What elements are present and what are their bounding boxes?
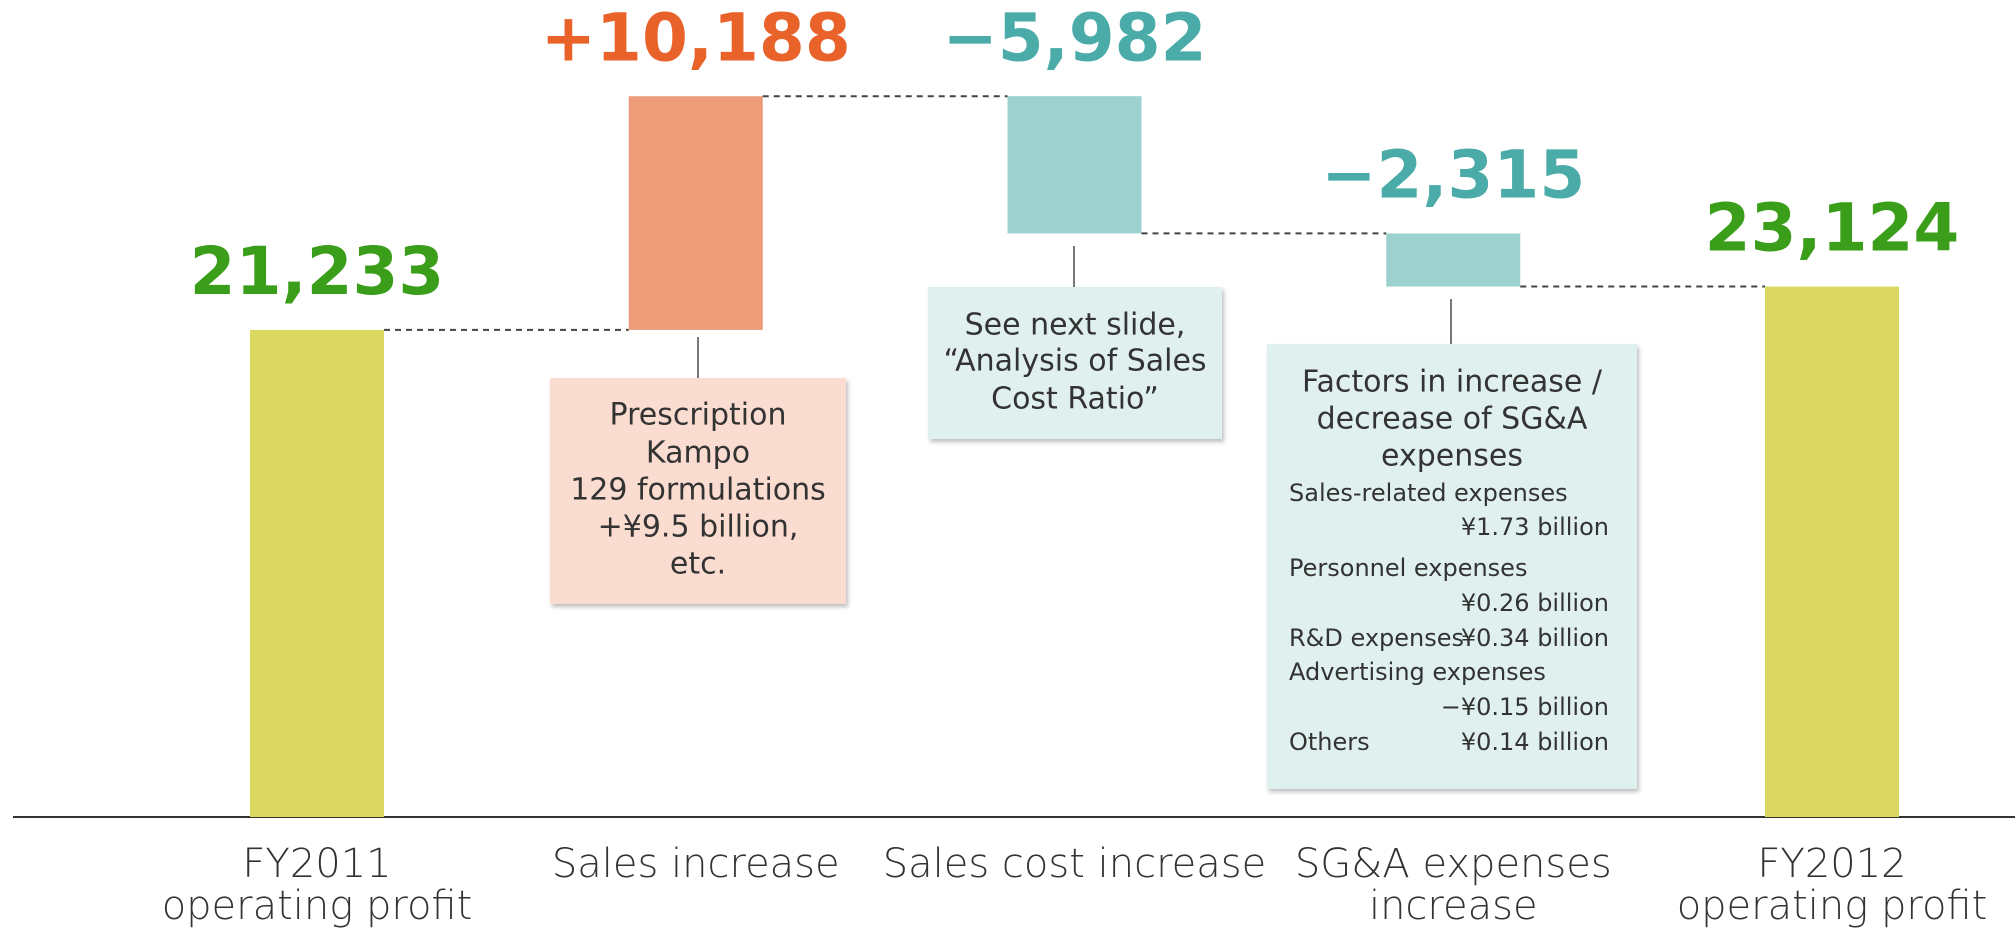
annotation-text: See next slide, xyxy=(965,308,1186,343)
annotation-box xyxy=(550,378,846,604)
x-tick-label: operating profit xyxy=(162,883,473,929)
change-bar xyxy=(1386,233,1521,287)
x-tick-label: FY2012 xyxy=(1757,841,1906,887)
value-label: 23,124 xyxy=(1705,190,1960,267)
x-tick-label: SG&A expenses xyxy=(1295,841,1612,887)
item-label: Advertising expenses xyxy=(1289,658,1546,686)
annotation-text: Prescription xyxy=(610,398,787,433)
value-label: −5,982 xyxy=(942,0,1206,76)
item-value: ¥0.26 billion xyxy=(1461,589,1609,617)
annotation-title: expenses xyxy=(1381,439,1523,474)
value-label: −2,315 xyxy=(1321,136,1585,213)
annotation-title: Factors in increase / xyxy=(1302,365,1603,400)
item-label: Others xyxy=(1289,728,1370,756)
value-label: +10,188 xyxy=(541,0,851,76)
item-value: ¥0.34 billion xyxy=(1461,624,1609,652)
annotation-text: 129 formulations xyxy=(570,473,826,508)
total-bar xyxy=(1765,286,1899,818)
annotation-box xyxy=(1267,344,1637,789)
change-bar xyxy=(628,96,763,330)
annotation-box xyxy=(928,287,1222,439)
item-value: ¥1.73 billion xyxy=(1461,513,1609,541)
value-label: 21,233 xyxy=(190,233,445,310)
annotation-text: etc. xyxy=(670,547,726,582)
x-tick-label: Sales increase xyxy=(552,841,840,887)
annotation-text: Kampo xyxy=(646,436,750,471)
annotation-text: +¥9.5 billion, xyxy=(598,510,799,545)
x-tick-label: FY2011 xyxy=(242,841,391,887)
x-tick-label: Sales cost increase xyxy=(883,841,1266,887)
item-label: Personnel expenses xyxy=(1289,554,1527,582)
change-bar xyxy=(1007,96,1142,234)
total-bar xyxy=(250,329,384,817)
annotation-text: “Analysis of Sales xyxy=(943,344,1206,379)
item-value: ¥0.14 billion xyxy=(1461,728,1609,756)
item-label: Sales-related expenses xyxy=(1289,479,1568,507)
x-tick-label: increase xyxy=(1369,883,1538,929)
annotation-text: Cost Ratio” xyxy=(991,382,1159,417)
item-value: −¥0.15 billion xyxy=(1441,693,1609,721)
x-tick-label: operating profit xyxy=(1677,883,1988,929)
annotation-title: decrease of SG&A xyxy=(1317,402,1588,437)
item-label: R&D expenses xyxy=(1289,624,1464,652)
